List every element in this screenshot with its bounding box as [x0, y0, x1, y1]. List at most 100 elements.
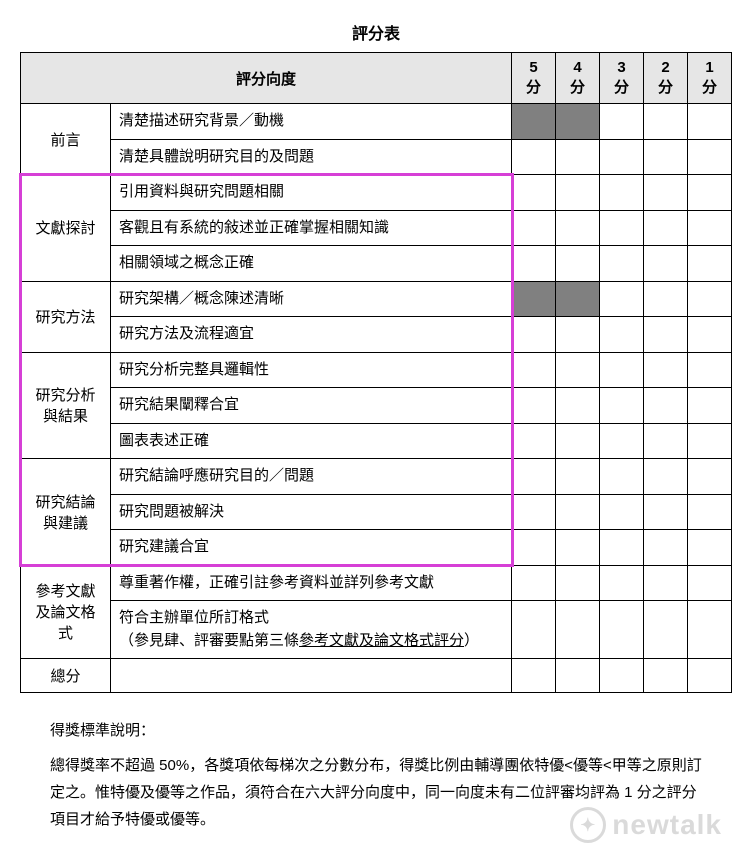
notes-section: 得獎標準說明： 總得獎率不超過 50%，各獎項依每梯次之分數分布，得獎比例由輔導…: [20, 717, 732, 833]
score-cell[interactable]: [600, 565, 644, 601]
score-cell[interactable]: [644, 352, 688, 388]
header-score-1: 1 分: [688, 53, 732, 104]
score-cell[interactable]: [688, 352, 732, 388]
score-cell[interactable]: [600, 530, 644, 566]
header-score-4: 4 分: [556, 53, 600, 104]
score-cell[interactable]: [688, 210, 732, 246]
underline-text: 參考文獻及論文格式評分: [299, 632, 464, 649]
score-cell[interactable]: [600, 459, 644, 495]
score-cell[interactable]: [644, 423, 688, 459]
score-cell[interactable]: [512, 423, 556, 459]
table-row: 研究方法及流程適宜: [21, 317, 732, 353]
score-cell[interactable]: [644, 494, 688, 530]
table-row: 文獻探討引用資料與研究問題相關: [21, 175, 732, 211]
score-cell[interactable]: [688, 565, 732, 601]
score-cell[interactable]: [556, 104, 600, 140]
score-cell[interactable]: [688, 388, 732, 424]
score-cell[interactable]: [512, 459, 556, 495]
score-cell[interactable]: [556, 388, 600, 424]
score-cell[interactable]: [688, 104, 732, 140]
score-cell[interactable]: [512, 530, 556, 566]
score-cell[interactable]: [644, 659, 688, 693]
criterion-cell: 客觀且有系統的敍述並正確掌握相關知識: [111, 210, 512, 246]
score-cell[interactable]: [688, 139, 732, 175]
score-cell[interactable]: [644, 388, 688, 424]
score-cell[interactable]: [556, 175, 600, 211]
score-cell[interactable]: [556, 352, 600, 388]
score-cell[interactable]: [600, 423, 644, 459]
score-cell[interactable]: [556, 210, 600, 246]
score-cell[interactable]: [556, 601, 600, 659]
score-cell[interactable]: [512, 565, 556, 601]
score-cell[interactable]: [512, 352, 556, 388]
score-cell[interactable]: [556, 530, 600, 566]
score-cell[interactable]: [600, 388, 644, 424]
score-cell[interactable]: [644, 210, 688, 246]
score-cell[interactable]: [644, 139, 688, 175]
score-cell[interactable]: [688, 530, 732, 566]
score-cell[interactable]: [644, 317, 688, 353]
score-cell[interactable]: [600, 139, 644, 175]
score-cell[interactable]: [600, 281, 644, 317]
criterion-cell: 清楚描述研究背景／動機: [111, 104, 512, 140]
scoring-table: 評分向度 5 分 4 分 3 分 2 分 1 分 前言清楚描述研究背景／動機清楚…: [20, 52, 732, 693]
score-cell[interactable]: [644, 246, 688, 282]
score-cell[interactable]: [688, 317, 732, 353]
score-cell[interactable]: [688, 459, 732, 495]
score-cell[interactable]: [644, 530, 688, 566]
score-cell[interactable]: [556, 565, 600, 601]
score-cell[interactable]: [600, 210, 644, 246]
score-cell[interactable]: [688, 494, 732, 530]
table-row: 研究建議合宜: [21, 530, 732, 566]
score-cell[interactable]: [512, 139, 556, 175]
score-cell[interactable]: [556, 459, 600, 495]
score-cell[interactable]: [688, 281, 732, 317]
score-cell[interactable]: [688, 659, 732, 693]
table-row: 研究問題被解決: [21, 494, 732, 530]
score-cell[interactable]: [688, 175, 732, 211]
score-cell[interactable]: [556, 423, 600, 459]
score-cell[interactable]: [556, 494, 600, 530]
score-cell[interactable]: [600, 317, 644, 353]
score-cell[interactable]: [644, 565, 688, 601]
score-cell[interactable]: [512, 659, 556, 693]
score-cell[interactable]: [688, 601, 732, 659]
score-cell[interactable]: [600, 659, 644, 693]
criterion-cell: 尊重著作權，正確引註參考資料並詳列參考文獻: [111, 565, 512, 601]
score-cell[interactable]: [556, 659, 600, 693]
score-cell[interactable]: [512, 317, 556, 353]
score-cell[interactable]: [644, 281, 688, 317]
score-cell[interactable]: [600, 175, 644, 211]
score-cell[interactable]: [512, 388, 556, 424]
score-cell[interactable]: [512, 104, 556, 140]
category-cell: 總分: [21, 659, 111, 693]
score-cell[interactable]: [600, 601, 644, 659]
score-cell[interactable]: [600, 494, 644, 530]
score-cell[interactable]: [512, 210, 556, 246]
header-row: 評分向度 5 分 4 分 3 分 2 分 1 分: [21, 53, 732, 104]
score-cell[interactable]: [600, 352, 644, 388]
notes-body: 總得獎率不超過 50%，各獎項依每梯次之分數分布，得獎比例由輔導團依特優<優等<…: [50, 752, 702, 833]
score-cell[interactable]: [644, 175, 688, 211]
score-cell[interactable]: [556, 246, 600, 282]
score-cell[interactable]: [556, 317, 600, 353]
table-row: 符合主辦單位所訂格式（參見肆、評審要點第三條參考文獻及論文格式評分）: [21, 601, 732, 659]
score-cell[interactable]: [644, 104, 688, 140]
header-dimension: 評分向度: [21, 53, 512, 104]
score-cell[interactable]: [512, 281, 556, 317]
table-row: 圖表表述正確: [21, 423, 732, 459]
table-row: 研究結論與建議研究結論呼應研究目的／問題: [21, 459, 732, 495]
score-cell[interactable]: [688, 246, 732, 282]
score-cell[interactable]: [556, 281, 600, 317]
score-cell[interactable]: [688, 423, 732, 459]
score-cell[interactable]: [512, 494, 556, 530]
score-cell[interactable]: [512, 175, 556, 211]
score-cell[interactable]: [512, 601, 556, 659]
score-cell[interactable]: [644, 601, 688, 659]
score-cell[interactable]: [512, 246, 556, 282]
score-cell[interactable]: [556, 139, 600, 175]
score-cell[interactable]: [600, 246, 644, 282]
score-cell[interactable]: [600, 104, 644, 140]
criterion-cell: 研究分析完整具邏輯性: [111, 352, 512, 388]
score-cell[interactable]: [644, 459, 688, 495]
